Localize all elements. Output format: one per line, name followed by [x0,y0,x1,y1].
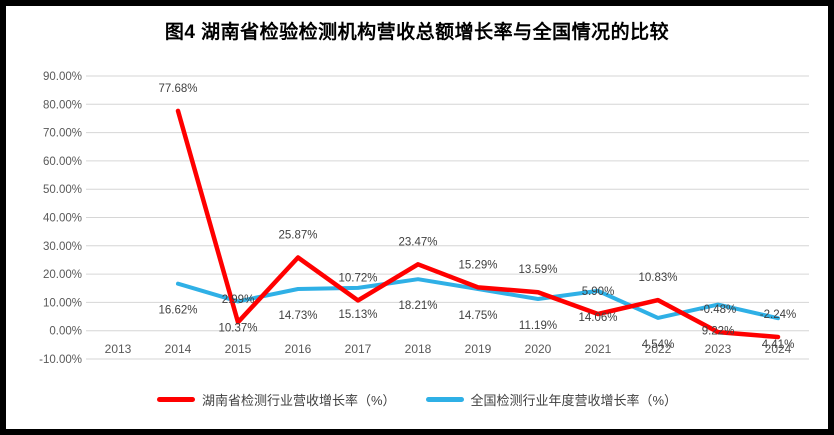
x-tick-label: 2023 [705,342,732,356]
data-label: -0.48% [700,304,736,316]
y-tick-label: 70.00% [43,128,82,140]
y-tick-label: 30.00% [43,241,82,253]
data-label: 18.21% [398,300,437,312]
data-label: 77.68% [158,83,197,95]
y-tick-label: 20.00% [43,269,82,281]
x-tick-label: 2016 [285,342,312,356]
legend-item-national: 全国检测行业年度营收增长率（%） [425,390,678,409]
y-tick-label: 0.00% [49,326,82,338]
data-label: 10.72% [338,272,377,284]
legend-label-hunan: 湖南省检测行业营收增长率（%） [201,393,396,408]
plot-area: 90.00% 80.00% 70.00% 60.00% 50.00% 40.00% 30.0… [39,71,809,366]
x-tick-label: 2018 [405,342,432,356]
data-label: 11.19% [519,320,557,332]
data-label: 15.29% [458,259,497,271]
x-tick-label: 2019 [465,342,492,356]
data-label: 16.62% [158,305,197,317]
y-tick-label: 60.00% [43,156,82,168]
y-tick-label: -10.00% [39,354,82,366]
legend-swatch-hunan-icon [156,397,195,402]
data-label: -2.24% [760,309,796,321]
y-tick-label: 80.00% [43,99,82,111]
legend: 湖南省检测行业营收增长率（%） 全国检测行业年度营收增长率（%） [6,390,828,409]
data-label: 4.54% [642,339,675,351]
y-tick-label: 90.00% [43,71,82,83]
data-label: 10.37% [218,322,257,334]
data-label: 25.87% [278,229,317,241]
data-label: 10.83% [638,272,677,284]
x-tick-label: 2017 [345,342,372,356]
data-label: 14.75% [458,310,497,322]
data-label: 2.99% [222,294,255,306]
legend-swatch-national-icon [425,397,464,402]
data-label: 23.47% [398,236,437,248]
x-tick-label: 2014 [165,342,192,356]
x-tick-label: 2021 [585,342,612,356]
data-label: 14.73% [278,310,317,322]
x-tick-label: 2020 [525,342,552,356]
x-tick-label: 2024 [765,342,792,356]
x-tick-label: 2015 [225,342,252,356]
chart-title: 图4 湖南省检验检测机构营收总额增长率与全国情况的比较 [164,22,670,43]
series-line-hunan [175,108,781,340]
x-tick-label: 2013 [105,342,132,356]
legend-label-national: 全国检测行业年度营收增长率（%） [470,393,678,408]
x-tick-label: 2022 [645,342,672,356]
y-tick-label: 50.00% [43,184,82,196]
data-label: 9.22% [702,326,735,338]
data-label: 4.41% [762,339,795,351]
y-tick-label: 10.00% [43,297,82,309]
legend-item-hunan: 湖南省检测行业营收增长率（%） [156,390,396,409]
data-label: 14.06% [578,312,617,324]
y-tick-label: 40.00% [43,213,82,225]
data-label: 5.90% [582,286,615,298]
data-label: 15.13% [338,309,377,321]
data-label: 13.59% [518,264,557,276]
